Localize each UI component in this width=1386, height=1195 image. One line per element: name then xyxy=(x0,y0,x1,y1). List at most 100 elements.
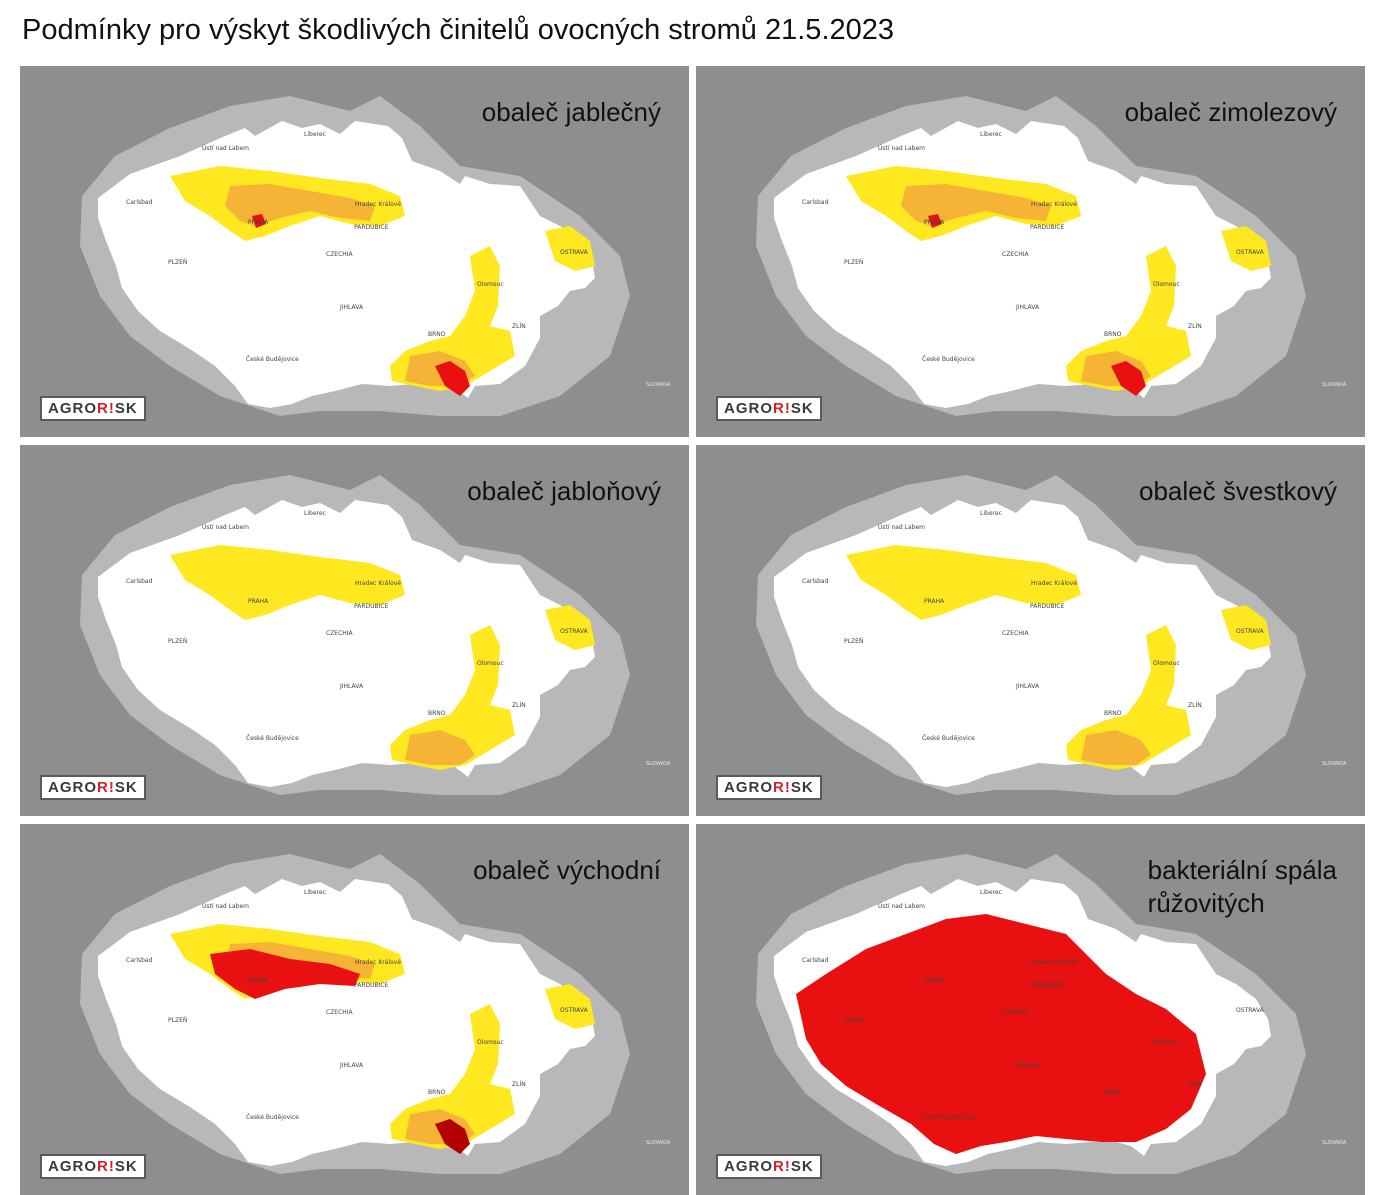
city-liberec: Liberec xyxy=(980,510,1002,517)
risk-area-yellow xyxy=(1221,226,1271,271)
city-praha: PRAHA xyxy=(924,219,945,226)
city-praha: PRAHA xyxy=(924,977,945,984)
city-labels: PRAHA CZECHIA PLZEŇ JIHLAVA BRNO OSTRAVA… xyxy=(802,510,1347,767)
city-budejovice: České Budějovice xyxy=(246,1114,299,1121)
city-plzen: PLZEŇ xyxy=(844,638,863,645)
city-plzen: PLZEŇ xyxy=(168,259,187,266)
city-ostrava: OSTRAVA xyxy=(560,628,589,635)
city-usti: Ústí nad Labem xyxy=(202,524,249,531)
risk-area-orange xyxy=(1081,730,1151,765)
risk-layer xyxy=(846,545,1271,770)
city-olomouc: Olomouc xyxy=(477,660,504,667)
city-labels: PRAHA CZECHIA PLZEŇ JIHLAVA BRNO OSTRAVA… xyxy=(126,510,671,767)
map-panel-p6: PRAHA CZECHIA PLZEŇ JIHLAVA BRNO OSTRAVA… xyxy=(696,824,1365,1195)
city-hradec: Hradec Králové xyxy=(1031,201,1077,208)
city-plzen: PLZEŇ xyxy=(168,1017,187,1024)
city-jihlava: JIHLAVA xyxy=(339,683,364,690)
region-slovakia: SLOVAKIA xyxy=(1322,382,1347,388)
city-karlovy: Carlsbad xyxy=(802,199,829,206)
agrorisk-logo: AGROR!SK xyxy=(40,1154,146,1179)
city-zlin: ZLÍN xyxy=(512,323,526,330)
city-plzen: PLZEŇ xyxy=(168,638,187,645)
risk-area-darkred xyxy=(435,1119,470,1154)
city-czechia: CZECHIA xyxy=(1002,630,1030,637)
risk-area-red xyxy=(435,361,470,396)
city-hradec: Hradec Králové xyxy=(355,959,401,966)
agrorisk-logo: AGROR!SK xyxy=(716,775,822,800)
pest-name-line: obaleč východní xyxy=(473,855,661,885)
city-brno: BRNO xyxy=(1104,331,1122,338)
city-usti: Ústí nad Labem xyxy=(202,145,249,152)
pest-name: obaleč jabloňový xyxy=(467,475,661,508)
pest-name-line: obaleč jabloňový xyxy=(467,476,661,506)
region-slovakia: SLOVAKIA xyxy=(646,1140,671,1146)
city-jihlava: JIHLAVA xyxy=(1015,304,1040,311)
city-budejovice: České Budějovice xyxy=(922,735,975,742)
city-liberec: Liberec xyxy=(980,889,1002,896)
city-hradec: Hradec Králové xyxy=(1031,959,1077,966)
risk-layer xyxy=(170,166,595,396)
map-panel-p1: PRAHA CZECHIA PLZEŇ JIHLAVA BRNO OSTRAVA… xyxy=(20,66,689,437)
risk-area-yellow xyxy=(545,226,595,271)
agrorisk-logo: AGROR!SK xyxy=(40,775,146,800)
city-jihlava: JIHLAVA xyxy=(1015,683,1040,690)
city-olomouc: Olomouc xyxy=(1153,1039,1180,1046)
map-panel-p5: PRAHA CZECHIA PLZEŇ JIHLAVA BRNO OSTRAVA… xyxy=(20,824,689,1195)
region-slovakia: SLOVAKIA xyxy=(1322,761,1347,767)
city-olomouc: Olomouc xyxy=(477,281,504,288)
map-panel-p2: PRAHA CZECHIA PLZEŇ JIHLAVA BRNO OSTRAVA… xyxy=(696,66,1365,437)
city-budejovice: České Budějovice xyxy=(246,735,299,742)
pest-name-line: bakteriální spála xyxy=(1147,855,1337,885)
city-usti: Ústí nad Labem xyxy=(878,524,925,531)
city-pardubice: PARDUBICE xyxy=(1030,982,1065,989)
city-czechia: CZECHIA xyxy=(326,630,354,637)
map-panel-p4: PRAHA CZECHIA PLZEŇ JIHLAVA BRNO OSTRAVA… xyxy=(696,445,1365,816)
city-ostrava: OSTRAVA xyxy=(560,249,589,256)
city-olomouc: Olomouc xyxy=(477,1039,504,1046)
city-brno: BRNO xyxy=(1104,710,1122,717)
region-slovakia: SLOVAKIA xyxy=(646,382,671,388)
city-labels: PRAHA CZECHIA PLZEŇ JIHLAVA BRNO OSTRAVA… xyxy=(802,889,1347,1146)
city-brno: BRNO xyxy=(428,710,446,717)
risk-layer xyxy=(170,924,595,1154)
city-usti: Ústí nad Labem xyxy=(878,145,925,152)
city-praha: PRAHA xyxy=(924,598,945,605)
city-jihlava: JIHLAVA xyxy=(1015,1062,1040,1069)
pest-name-line: obaleč švestkový xyxy=(1139,476,1337,506)
map-panel-p3: PRAHA CZECHIA PLZEŇ JIHLAVA BRNO OSTRAVA… xyxy=(20,445,689,816)
agrorisk-logo: AGROR!SK xyxy=(716,1154,822,1179)
risk-area-yellow xyxy=(170,545,405,620)
city-budejovice: České Budějovice xyxy=(246,356,299,363)
pest-name-line: růžovitých xyxy=(1147,888,1265,918)
city-ostrava: OSTRAVA xyxy=(1236,249,1265,256)
risk-area-red xyxy=(252,214,266,228)
city-praha: PRAHA xyxy=(248,219,269,226)
risk-area-yellow xyxy=(846,545,1081,620)
pest-name: obaleč švestkový xyxy=(1139,475,1337,508)
pest-name-line: obaleč zimolezový xyxy=(1124,97,1337,127)
city-liberec: Liberec xyxy=(304,889,326,896)
city-czechia: CZECHIA xyxy=(326,251,354,258)
czech-map: PRAHA CZECHIA PLZEŇ JIHLAVA BRNO OSTRAVA… xyxy=(756,854,1347,1174)
agrorisk-logo: AGROR!SK xyxy=(40,396,146,421)
city-zlin: ZLÍN xyxy=(1188,323,1202,330)
risk-area-red xyxy=(1111,361,1146,396)
city-karlovy: Carlsbad xyxy=(802,578,829,585)
risk-area-orange xyxy=(405,730,475,765)
risk-layer xyxy=(846,166,1271,396)
city-praha: PRAHA xyxy=(248,977,269,984)
czech-map: PRAHA CZECHIA PLZEŇ JIHLAVA BRNO OSTRAVA… xyxy=(80,475,671,795)
city-plzen: PLZEŇ xyxy=(844,1017,863,1024)
city-karlovy: Carlsbad xyxy=(126,957,153,964)
risk-area-yellow xyxy=(545,605,595,650)
city-hradec: Hradec Králové xyxy=(355,580,401,587)
city-labels: PRAHA CZECHIA PLZEŇ JIHLAVA BRNO OSTRAVA… xyxy=(126,889,671,1146)
region-slovakia: SLOVAKIA xyxy=(646,761,671,767)
city-czechia: CZECHIA xyxy=(1002,1009,1030,1016)
city-jihlava: JIHLAVA xyxy=(339,304,364,311)
city-liberec: Liberec xyxy=(304,131,326,138)
city-hradec: Hradec Králové xyxy=(355,201,401,208)
city-usti: Ústí nad Labem xyxy=(878,903,925,910)
city-zlin: ZLÍN xyxy=(1188,702,1202,709)
city-budejovice: České Budějovice xyxy=(922,1114,975,1121)
